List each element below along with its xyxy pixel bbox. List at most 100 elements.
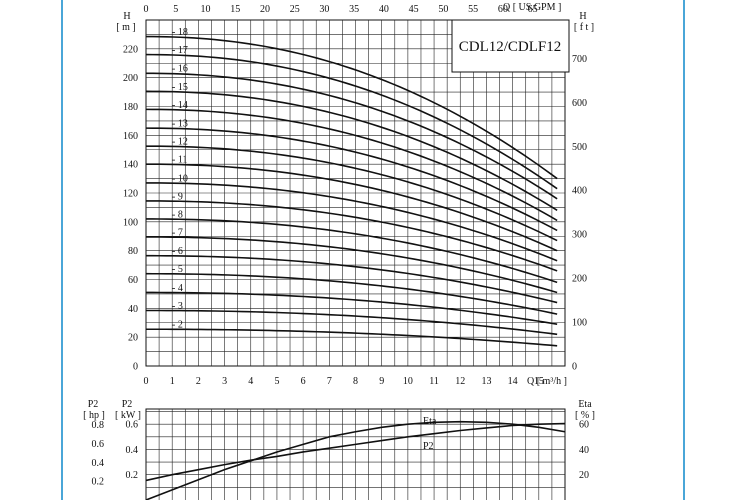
- head-chart: - 2 - 3 - 4 - 5 - 6 - 7 - 8 - 9 - 10 - 11 - 12 - 13…: [116, 2, 594, 387]
- x-top-tick-label: 35: [349, 4, 359, 15]
- head-curve: [145, 35, 558, 180]
- x-tick-label: 3: [222, 376, 227, 387]
- stage-label: - 12: [172, 137, 188, 148]
- x-tick-label: 11: [429, 376, 439, 387]
- x-tick-label: 7: [327, 376, 332, 387]
- head-curve: [145, 90, 558, 211]
- head-curve: [145, 200, 558, 272]
- stage-label: - 13: [172, 119, 188, 130]
- y-right-tick-label: 500: [572, 142, 587, 153]
- y-outer-symbol: P2: [88, 399, 99, 410]
- x-top-tick-label: 15: [230, 4, 240, 15]
- y-right-symbol: H: [579, 11, 586, 22]
- y-tick-label: 20: [128, 333, 138, 344]
- y-right-tick-label: 600: [572, 98, 587, 109]
- x-top-tick-label: 60: [498, 4, 508, 15]
- chart-title-box: [451, 19, 570, 73]
- head-curve: [145, 218, 558, 284]
- y-left-unit: [ m ]: [116, 22, 135, 33]
- power-efficiency-chart: 0.6 0.4 0.2 0.8 0.6 0.4 0.2 60 40 20 P2 [ hp ] P2…: [83, 399, 595, 500]
- stage-label: - 5: [172, 264, 183, 275]
- p2-curve-label: P2: [423, 441, 434, 452]
- kw-tick-label: 0.2: [126, 470, 139, 481]
- x-tick-label: 8: [353, 376, 358, 387]
- x-top-tick-label: 45: [409, 4, 419, 15]
- stage-label: - 9: [172, 191, 183, 202]
- p2-curve: [145, 422, 566, 482]
- head-curve: [145, 272, 558, 315]
- hp-tick-label: 0.2: [92, 477, 105, 488]
- kw-tick-label: 0.4: [126, 445, 139, 456]
- stage-label: - 8: [172, 209, 183, 220]
- head-curve: [145, 254, 558, 304]
- x-tick-label: 4: [248, 376, 253, 387]
- x-top-tick-label: 55: [468, 4, 478, 15]
- power-axis-ticks: 0.6 0.4 0.2 0.8 0.6 0.4 0.2 60 40 20: [92, 420, 590, 488]
- head-curve: [145, 163, 558, 252]
- x-tick-label: 14: [508, 376, 518, 387]
- stage-label: - 11: [172, 155, 187, 166]
- stage-label: - 17: [172, 45, 188, 56]
- x-top-tick-label: 5: [173, 4, 178, 15]
- head-curves: [145, 35, 558, 347]
- hp-tick-label: 0.8: [92, 420, 105, 431]
- stage-label: - 7: [172, 227, 183, 238]
- head-curve: [146, 328, 558, 347]
- y-outer-unit: [ hp ]: [83, 410, 105, 421]
- x-top-tick-label: 65: [528, 4, 538, 15]
- y-eta-symbol: Eta: [578, 399, 592, 410]
- stage-label: - 2: [172, 320, 183, 331]
- head-curve: [146, 309, 558, 336]
- y-tick-label: 0: [133, 362, 138, 373]
- hp-tick-label: 0.6: [92, 439, 105, 450]
- y-tick-label: 80: [128, 246, 138, 257]
- y-right-tick-label: 400: [572, 186, 587, 197]
- y-power-unit: [ kW ]: [115, 410, 141, 421]
- stage-label: - 10: [172, 173, 188, 184]
- head-curve: [146, 291, 558, 325]
- power-curves: [145, 420, 566, 500]
- head-curve: [145, 127, 558, 232]
- y-right-tick-label: 300: [572, 230, 587, 241]
- chart-title: CDL12/CDLF12: [459, 39, 562, 55]
- head-curve: [145, 72, 558, 200]
- head-axis-ticks: 0 1 2 3 4 5 6 7 8 9 10 11 12 13 14 150 5 10 15 20 25 30 35 40 45…: [123, 4, 587, 387]
- eta-tick-label: 20: [579, 470, 589, 481]
- eta-tick-label: 40: [579, 445, 589, 456]
- stage-label: - 6: [172, 246, 183, 257]
- x-tick-label: 12: [455, 376, 465, 387]
- x-tick-label: 10: [403, 376, 413, 387]
- eta-tick-label: 60: [579, 420, 589, 431]
- stage-label: - 18: [172, 27, 188, 38]
- stage-label: - 15: [172, 82, 188, 93]
- stage-label: - 16: [172, 64, 188, 75]
- y-tick-label: 40: [128, 304, 138, 315]
- x-top-tick-label: 20: [260, 4, 270, 15]
- y-tick-label: 60: [128, 275, 138, 286]
- y-power-symbol: P2: [122, 399, 133, 410]
- x-top-tick-label: 25: [290, 4, 300, 15]
- y-tick-label: 220: [123, 44, 138, 55]
- y-right-tick-label: 100: [572, 318, 587, 329]
- y-tick-label: 160: [123, 131, 138, 142]
- y-right-tick-label: 0: [572, 362, 577, 373]
- stage-labels: - 2 - 3 - 4 - 5 - 6 - 7 - 8 - 9 - 10 - 11 - 12 - 13…: [172, 27, 188, 331]
- y-tick-label: 140: [123, 160, 138, 171]
- head-grid: [145, 19, 566, 367]
- x-tick-label: 15: [534, 376, 544, 387]
- x-top-tick-label: 30: [319, 4, 329, 15]
- y-tick-label: 200: [123, 73, 138, 84]
- y-eta-unit: [ % ]: [575, 410, 595, 421]
- x-tick-label: 1: [170, 376, 175, 387]
- x-top-tick-label: 0: [144, 4, 149, 15]
- stage-label: - 14: [172, 100, 188, 111]
- x-tick-label: 2: [196, 376, 201, 387]
- y-left-symbol: H: [123, 11, 130, 22]
- y-right-tick-label: 200: [572, 274, 587, 285]
- y-tick-label: 180: [123, 102, 138, 113]
- y-right-tick-label: 700: [572, 54, 587, 65]
- x-top-tick-label: 40: [379, 4, 389, 15]
- hp-tick-label: 0.4: [92, 458, 105, 469]
- eta-curve-label: Eta: [423, 416, 437, 427]
